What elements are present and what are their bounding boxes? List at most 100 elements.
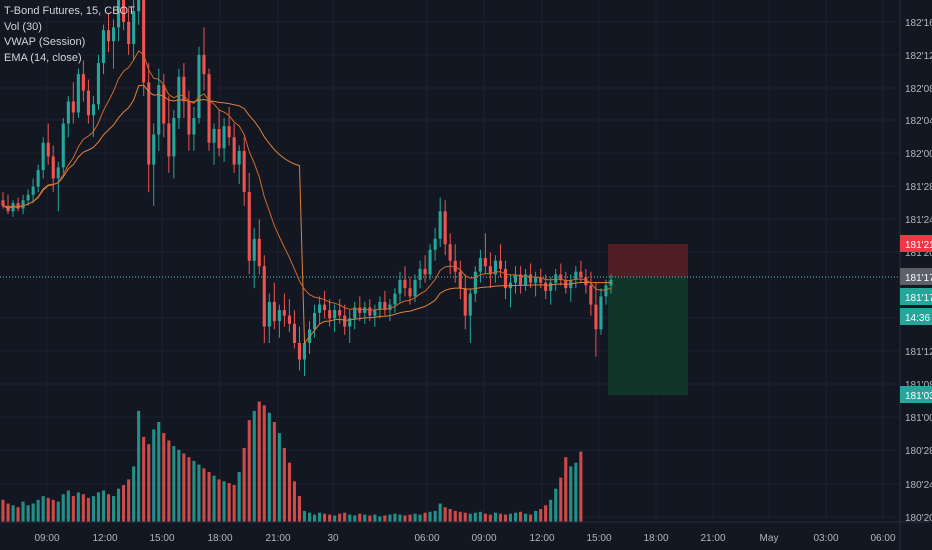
candle-body <box>503 268 507 289</box>
candle-body <box>524 274 528 286</box>
candles <box>1 0 613 376</box>
x-tick-label: 12:00 <box>92 533 117 544</box>
volume-bar <box>478 511 482 522</box>
volume-bar <box>91 496 95 522</box>
volume-bar <box>282 447 286 522</box>
candle-body <box>554 274 558 283</box>
candle-body <box>96 63 100 105</box>
x-tick-label: 09:00 <box>34 533 59 544</box>
candle-body <box>589 285 593 305</box>
volume-bar <box>182 453 186 522</box>
candle-body <box>26 194 30 201</box>
volume-bar <box>373 514 377 522</box>
candle-body <box>423 268 427 275</box>
volume-bar <box>71 496 75 522</box>
volume-bar <box>493 512 497 522</box>
volume-bar <box>413 513 417 522</box>
volume-bar <box>6 503 10 522</box>
volume-bar <box>66 490 70 522</box>
volume-bar <box>524 513 528 522</box>
candle-body <box>71 101 75 113</box>
candle-body <box>242 150 246 193</box>
volume-bar <box>383 515 387 522</box>
candle-body <box>363 307 367 313</box>
price-badge-label: 181'17 <box>905 293 932 304</box>
price-badge-stop <box>900 235 932 252</box>
x-tick-label: 30 <box>327 533 339 544</box>
candle-body <box>418 268 422 280</box>
x-tick-label: 18:00 <box>207 533 232 544</box>
candle-body <box>36 170 40 187</box>
take-profit-zone <box>608 277 688 395</box>
volume-bar <box>448 509 452 522</box>
volume-bar <box>287 462 291 522</box>
price-badge-target <box>900 386 932 403</box>
volume-bar <box>358 513 362 522</box>
candle-body <box>167 123 171 157</box>
y-tick-label: 181'00 <box>905 413 932 424</box>
volume-bar <box>318 512 322 522</box>
volume-bar <box>302 510 306 522</box>
candle-body <box>323 304 327 311</box>
candle-body <box>101 30 105 64</box>
legend-volume[interactable]: Vol (30) <box>4 20 42 33</box>
candle-body <box>473 271 477 294</box>
candle-body <box>514 274 518 283</box>
x-tick-label: 12:00 <box>529 533 554 544</box>
candle-body <box>313 312 317 330</box>
volume-bar <box>232 485 236 522</box>
candle-body <box>207 74 211 143</box>
candle-body <box>328 310 332 319</box>
y-tick-label: 182'16 <box>905 18 932 29</box>
volume-bar <box>277 433 281 522</box>
candle-body <box>343 315 347 327</box>
y-tick-label: 180'20 <box>905 513 932 524</box>
legend-vwap[interactable]: VWAP (Session) <box>4 36 86 48</box>
volume-bar <box>96 492 100 522</box>
candle-body <box>413 279 417 297</box>
volume-bar <box>202 468 206 522</box>
candle-body <box>368 307 372 316</box>
y-tick-label: 181'28 <box>905 182 932 193</box>
y-tick-label: 182'12 <box>905 51 932 62</box>
volume-bar <box>468 513 472 522</box>
y-tick-label: 181'20 <box>905 248 932 259</box>
x-tick-label: 06:00 <box>414 533 439 544</box>
y-tick-label: 180'28 <box>905 446 932 457</box>
candle-body <box>16 203 20 209</box>
volume-bar <box>217 479 221 522</box>
candle-body <box>333 310 337 319</box>
candle-body <box>187 101 191 135</box>
volume-bar <box>534 510 538 522</box>
volume-bar <box>508 513 512 522</box>
x-tick-label: 15:00 <box>149 533 174 544</box>
candle-body <box>388 304 392 311</box>
candle-body <box>127 22 131 44</box>
candle-body <box>51 156 55 179</box>
volume-bar <box>117 488 121 522</box>
candle-body <box>438 211 442 239</box>
volume-bar <box>46 497 50 522</box>
candle-body <box>529 274 533 283</box>
volume-bar <box>11 505 15 522</box>
candle-body <box>152 134 156 165</box>
volume-bar <box>323 513 327 522</box>
ema-line <box>2 50 612 311</box>
price-badge-countdown <box>900 308 932 325</box>
legend-ema[interactable]: EMA (14, close) <box>4 51 82 64</box>
candle-body <box>247 192 251 261</box>
candle-body <box>197 54 201 118</box>
candle-body <box>1 200 5 206</box>
candle-body <box>408 288 412 297</box>
candle-body <box>182 76 186 102</box>
volume-bar <box>222 481 226 522</box>
candle-body <box>453 260 457 272</box>
volume-bar <box>529 514 533 522</box>
candle-body <box>539 277 543 283</box>
volume-bar <box>81 494 85 522</box>
candle-body <box>86 90 90 116</box>
candle-body <box>292 323 296 343</box>
volume-bar <box>428 511 432 522</box>
legend-symbol[interactable]: T-Bond Futures, 15, CBOT <box>4 5 135 17</box>
